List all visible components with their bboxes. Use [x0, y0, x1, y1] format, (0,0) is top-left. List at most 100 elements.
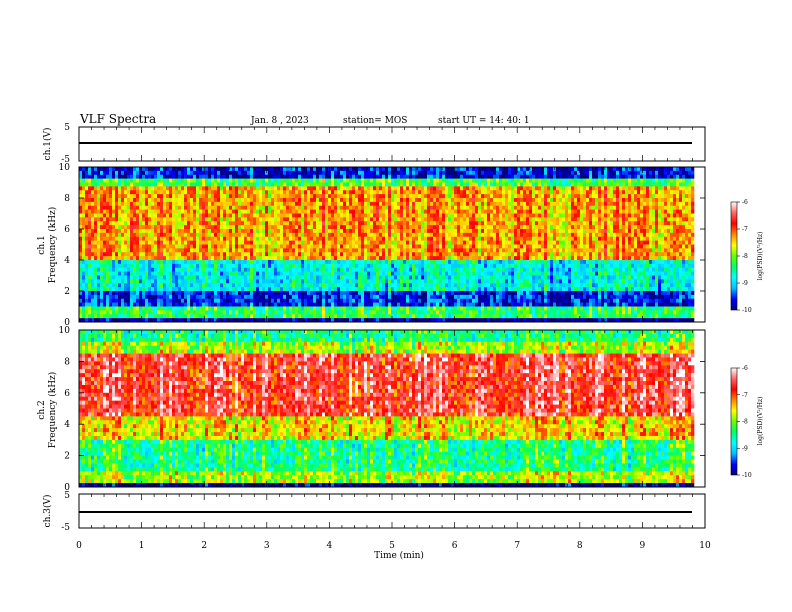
- spectrogram-cell: [310, 198, 313, 202]
- spectrogram-cell: [268, 287, 271, 291]
- spectrogram-cell: [379, 314, 382, 318]
- spectrogram-cell: [232, 186, 235, 190]
- spectrogram-cell: [277, 217, 280, 221]
- spectrogram-cell: [421, 186, 424, 190]
- spectrogram-cell: [433, 206, 436, 210]
- spectrogram-cell: [427, 314, 430, 318]
- spectrogram-cell: [433, 183, 436, 187]
- spectrogram-cell: [427, 276, 430, 280]
- spectrogram-cell: [367, 210, 370, 214]
- spectrogram-cell: [205, 221, 208, 225]
- spectrogram-cell: [298, 179, 301, 183]
- spectrogram-cell: [202, 272, 205, 276]
- spectrogram-cell: [175, 287, 178, 291]
- spectrogram-cell: [280, 272, 283, 276]
- spectrogram-cell: [94, 171, 97, 175]
- spectrogram-cell: [430, 233, 433, 237]
- spectrogram-cell: [409, 260, 412, 264]
- spectrogram-cell: [373, 241, 376, 245]
- spectrogram-cell: [100, 303, 103, 307]
- spectrogram-cell: [157, 167, 160, 171]
- spectrogram-cell: [307, 214, 310, 218]
- spectrogram-cell: [391, 186, 394, 190]
- spectrogram-cell: [91, 202, 94, 206]
- spectrogram-cell: [325, 214, 328, 218]
- spectrogram-cell: [292, 171, 295, 175]
- spectrogram-cell: [427, 260, 430, 264]
- spectrogram-cell: [175, 252, 178, 256]
- spectrogram-cell: [424, 190, 427, 194]
- spectrogram-cell: [142, 210, 145, 214]
- spectrogram-cell: [415, 256, 418, 260]
- spectrogram-cell: [193, 299, 196, 303]
- spectrogram-cell: [217, 291, 220, 295]
- spectrogram-cell: [88, 276, 91, 280]
- spectrogram-cell: [385, 167, 388, 171]
- spectrogram-cell: [439, 179, 442, 183]
- spectrogram-cell: [424, 233, 427, 237]
- spectrogram-cell: [364, 248, 367, 252]
- spectrogram-cell: [217, 303, 220, 307]
- spectrogram-cell: [313, 198, 316, 202]
- spectrogram-cell: [439, 245, 442, 249]
- spectrogram-cell: [250, 221, 253, 225]
- spectrogram-cell: [205, 183, 208, 187]
- spectrogram-cell: [139, 287, 142, 291]
- spectrogram-cell: [88, 214, 91, 218]
- spectrogram-cell: [373, 276, 376, 280]
- spectrogram-cell: [346, 167, 349, 171]
- spectrogram-cell: [256, 260, 259, 264]
- spectrogram-cell: [280, 237, 283, 241]
- spectrogram-cell: [349, 217, 352, 221]
- spectrogram-cell: [181, 229, 184, 233]
- spectrogram-cell: [181, 276, 184, 280]
- spectrogram-cell: [313, 310, 316, 314]
- spectrogram-cell: [349, 283, 352, 287]
- spectrogram-cell: [166, 241, 169, 245]
- spectrogram-cell: [136, 194, 139, 198]
- spectrogram-cell: [160, 210, 163, 214]
- spectrogram-cell: [142, 268, 145, 272]
- spectrogram-cell: [391, 214, 394, 218]
- spectrogram-cell: [340, 225, 343, 229]
- spectrogram-cell: [406, 245, 409, 249]
- spectrogram-cell: [328, 310, 331, 314]
- spectrogram-cell: [418, 167, 421, 171]
- spectrogram-cell: [112, 186, 115, 190]
- spectrogram-cell: [307, 252, 310, 256]
- spectrogram-cell: [217, 248, 220, 252]
- spectrogram-cell: [379, 194, 382, 198]
- spectrogram-cell: [124, 179, 127, 183]
- spectrogram-cell: [271, 256, 274, 260]
- spectrogram-cell: [280, 194, 283, 198]
- spectrogram-cell: [166, 307, 169, 311]
- spectrogram-cell: [295, 272, 298, 276]
- spectrogram-cell: [427, 171, 430, 175]
- spectrogram-cell: [388, 194, 391, 198]
- spectrogram-cell: [331, 175, 334, 179]
- spectrogram-cell: [235, 307, 238, 311]
- spectrogram-cell: [280, 179, 283, 183]
- spectrogram-cell: [130, 214, 133, 218]
- spectrogram-cell: [169, 268, 172, 272]
- spectrogram-cell: [199, 307, 202, 311]
- spectrogram-cell: [247, 217, 250, 221]
- spectrogram-cell: [415, 299, 418, 303]
- spectrogram-cell: [301, 179, 304, 183]
- spectrogram-cell: [403, 171, 406, 175]
- spectrogram-cell: [175, 307, 178, 311]
- spectrogram-cell: [217, 268, 220, 272]
- spectrogram-cell: [205, 276, 208, 280]
- spectrogram-cell: [154, 198, 157, 202]
- spectrogram-cell: [379, 237, 382, 241]
- spectrogram-cell: [91, 307, 94, 311]
- spectrogram-cell: [100, 171, 103, 175]
- spectrogram-cell: [151, 183, 154, 187]
- spectrogram-cell: [337, 179, 340, 183]
- spectrogram-cell: [193, 241, 196, 245]
- spectrogram-cell: [409, 217, 412, 221]
- spectrogram-cell: [136, 272, 139, 276]
- spectrogram-cell: [298, 245, 301, 249]
- spectrogram-cell: [220, 190, 223, 194]
- spectrogram-cell: [142, 190, 145, 194]
